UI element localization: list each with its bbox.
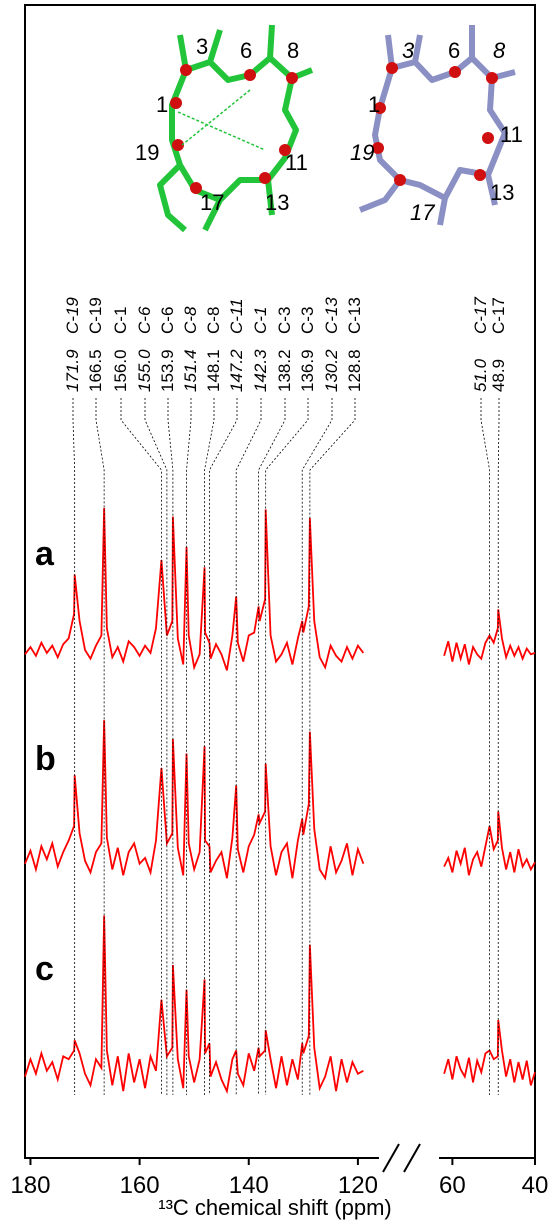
page: {"chart_data": [ {"type": "line", "xlabe… bbox=[0, 0, 554, 1231]
atom-number: 8 bbox=[493, 38, 506, 63]
atom-number: 17 bbox=[200, 190, 224, 215]
atom-number: 11 bbox=[500, 122, 523, 147]
peak-label: 148.1 C-8 bbox=[204, 307, 223, 392]
peak-leader bbox=[302, 398, 332, 1095]
peak-shift: 48.9 bbox=[489, 359, 508, 392]
spectrum-label: b bbox=[35, 740, 56, 778]
atom-number: 17 bbox=[410, 200, 435, 225]
peak-label: 142.3 C-1 bbox=[251, 307, 270, 392]
peak-label: 171.9 C-19 bbox=[63, 297, 82, 392]
x-tick-label: 160 bbox=[120, 1172, 160, 1199]
peak-shift: 136.9 bbox=[298, 349, 317, 392]
peak-atom: C-3 bbox=[298, 307, 317, 334]
peak-shift: 128.8 bbox=[345, 349, 364, 392]
peak-atom: C-19 bbox=[86, 297, 105, 334]
atom-number: 8 bbox=[287, 38, 299, 63]
peak-label: 136.9 C-3 bbox=[298, 307, 317, 392]
peak-atom: C-1 bbox=[111, 307, 130, 334]
peak-atom: C-6 bbox=[158, 307, 177, 334]
peak-atom: C-1 bbox=[251, 307, 270, 334]
peak-atom: C-8 bbox=[181, 306, 200, 334]
atom-number: 3 bbox=[402, 38, 415, 63]
peak-shift: 155.0 bbox=[135, 349, 154, 392]
peak-atom: C-11 bbox=[227, 298, 246, 334]
peak-leader bbox=[259, 398, 285, 1095]
peak-atom: C-13 bbox=[322, 297, 341, 334]
peak-label: 155.0 C-6 bbox=[135, 306, 154, 392]
peak-shift: 138.2 bbox=[275, 349, 294, 392]
peak-leader bbox=[209, 398, 237, 1095]
peak-leader bbox=[266, 398, 308, 1095]
x-tick-label: 40 bbox=[522, 1172, 549, 1199]
peak-label: 138.2 C-3 bbox=[275, 307, 294, 392]
peak-atom: C-3 bbox=[275, 307, 294, 334]
peak-shift: 51.0 bbox=[471, 358, 490, 392]
peak-label: 128.8 C-13 bbox=[345, 297, 364, 392]
peak-label: 153.9 C-6 bbox=[158, 307, 177, 392]
figure: 180160140120¹³C chemical shift (ppm)abc6… bbox=[0, 0, 554, 1226]
peak-leader bbox=[481, 398, 490, 1095]
peak-shift: 153.9 bbox=[158, 349, 177, 392]
peak-label: 48.9 C-17 bbox=[489, 297, 508, 392]
peak-label: 51.0 C-17 bbox=[471, 297, 490, 392]
peak-atom: C-8 bbox=[204, 307, 223, 334]
peak-label: 130.2 C-13 bbox=[322, 297, 341, 392]
atom-number: 1 bbox=[368, 92, 380, 117]
atom-number: 19 bbox=[135, 140, 159, 165]
peak-shift: 166.5 bbox=[86, 349, 105, 392]
peak-atom: C-17 bbox=[471, 297, 490, 334]
peak-shift: 148.1 bbox=[204, 349, 223, 392]
peak-shift: 151.4 bbox=[181, 349, 200, 392]
peak-leader bbox=[498, 398, 499, 1095]
spectrum-line bbox=[25, 508, 363, 670]
peak-leader bbox=[205, 398, 214, 1095]
x-axis-title: ¹³C chemical shift (ppm) bbox=[158, 1195, 391, 1220]
peak-leader bbox=[121, 398, 161, 1095]
peak-label: 147.2 C-11 bbox=[227, 298, 246, 392]
atom-number: 1 bbox=[156, 92, 168, 117]
peak-leader bbox=[236, 398, 261, 1095]
atom-spheres bbox=[170, 62, 498, 194]
peak-leader bbox=[145, 398, 167, 1095]
peak-leader bbox=[310, 398, 355, 1095]
peak-atom: C-13 bbox=[345, 297, 364, 334]
spectrum-line bbox=[25, 720, 363, 878]
atom-number: 11 bbox=[285, 150, 308, 175]
spectrum-label: c bbox=[35, 950, 54, 988]
atom-number: 13 bbox=[265, 190, 289, 215]
peak-shift: 156.0 bbox=[111, 349, 130, 392]
atom-number: 3 bbox=[196, 34, 208, 59]
peak-atom: C-6 bbox=[135, 306, 154, 334]
x-tick-label: 60 bbox=[439, 1172, 466, 1199]
atom-number: 13 bbox=[490, 180, 514, 205]
atom-number: 6 bbox=[240, 38, 252, 63]
peak-shift: 147.2 bbox=[227, 349, 246, 392]
peak-label: 151.4 C-8 bbox=[181, 306, 200, 392]
peak-shift: 171.9 bbox=[63, 349, 82, 392]
x-tick-label: 180 bbox=[10, 1172, 50, 1199]
peak-label: 166.5 C-19 bbox=[86, 297, 105, 392]
atom-number: 19 bbox=[350, 140, 374, 165]
peak-atom: C-19 bbox=[63, 297, 82, 334]
spectrum-line bbox=[25, 916, 363, 1091]
spectrum-label: a bbox=[35, 535, 55, 573]
atom-number: 6 bbox=[448, 38, 460, 63]
peak-leader bbox=[73, 398, 75, 1095]
peak-shift: 130.2 bbox=[322, 349, 341, 392]
peak-shift: 142.3 bbox=[251, 349, 270, 392]
peak-label: 156.0 C-1 bbox=[111, 307, 130, 392]
peak-atom: C-17 bbox=[489, 297, 508, 334]
h-bond bbox=[178, 112, 265, 150]
